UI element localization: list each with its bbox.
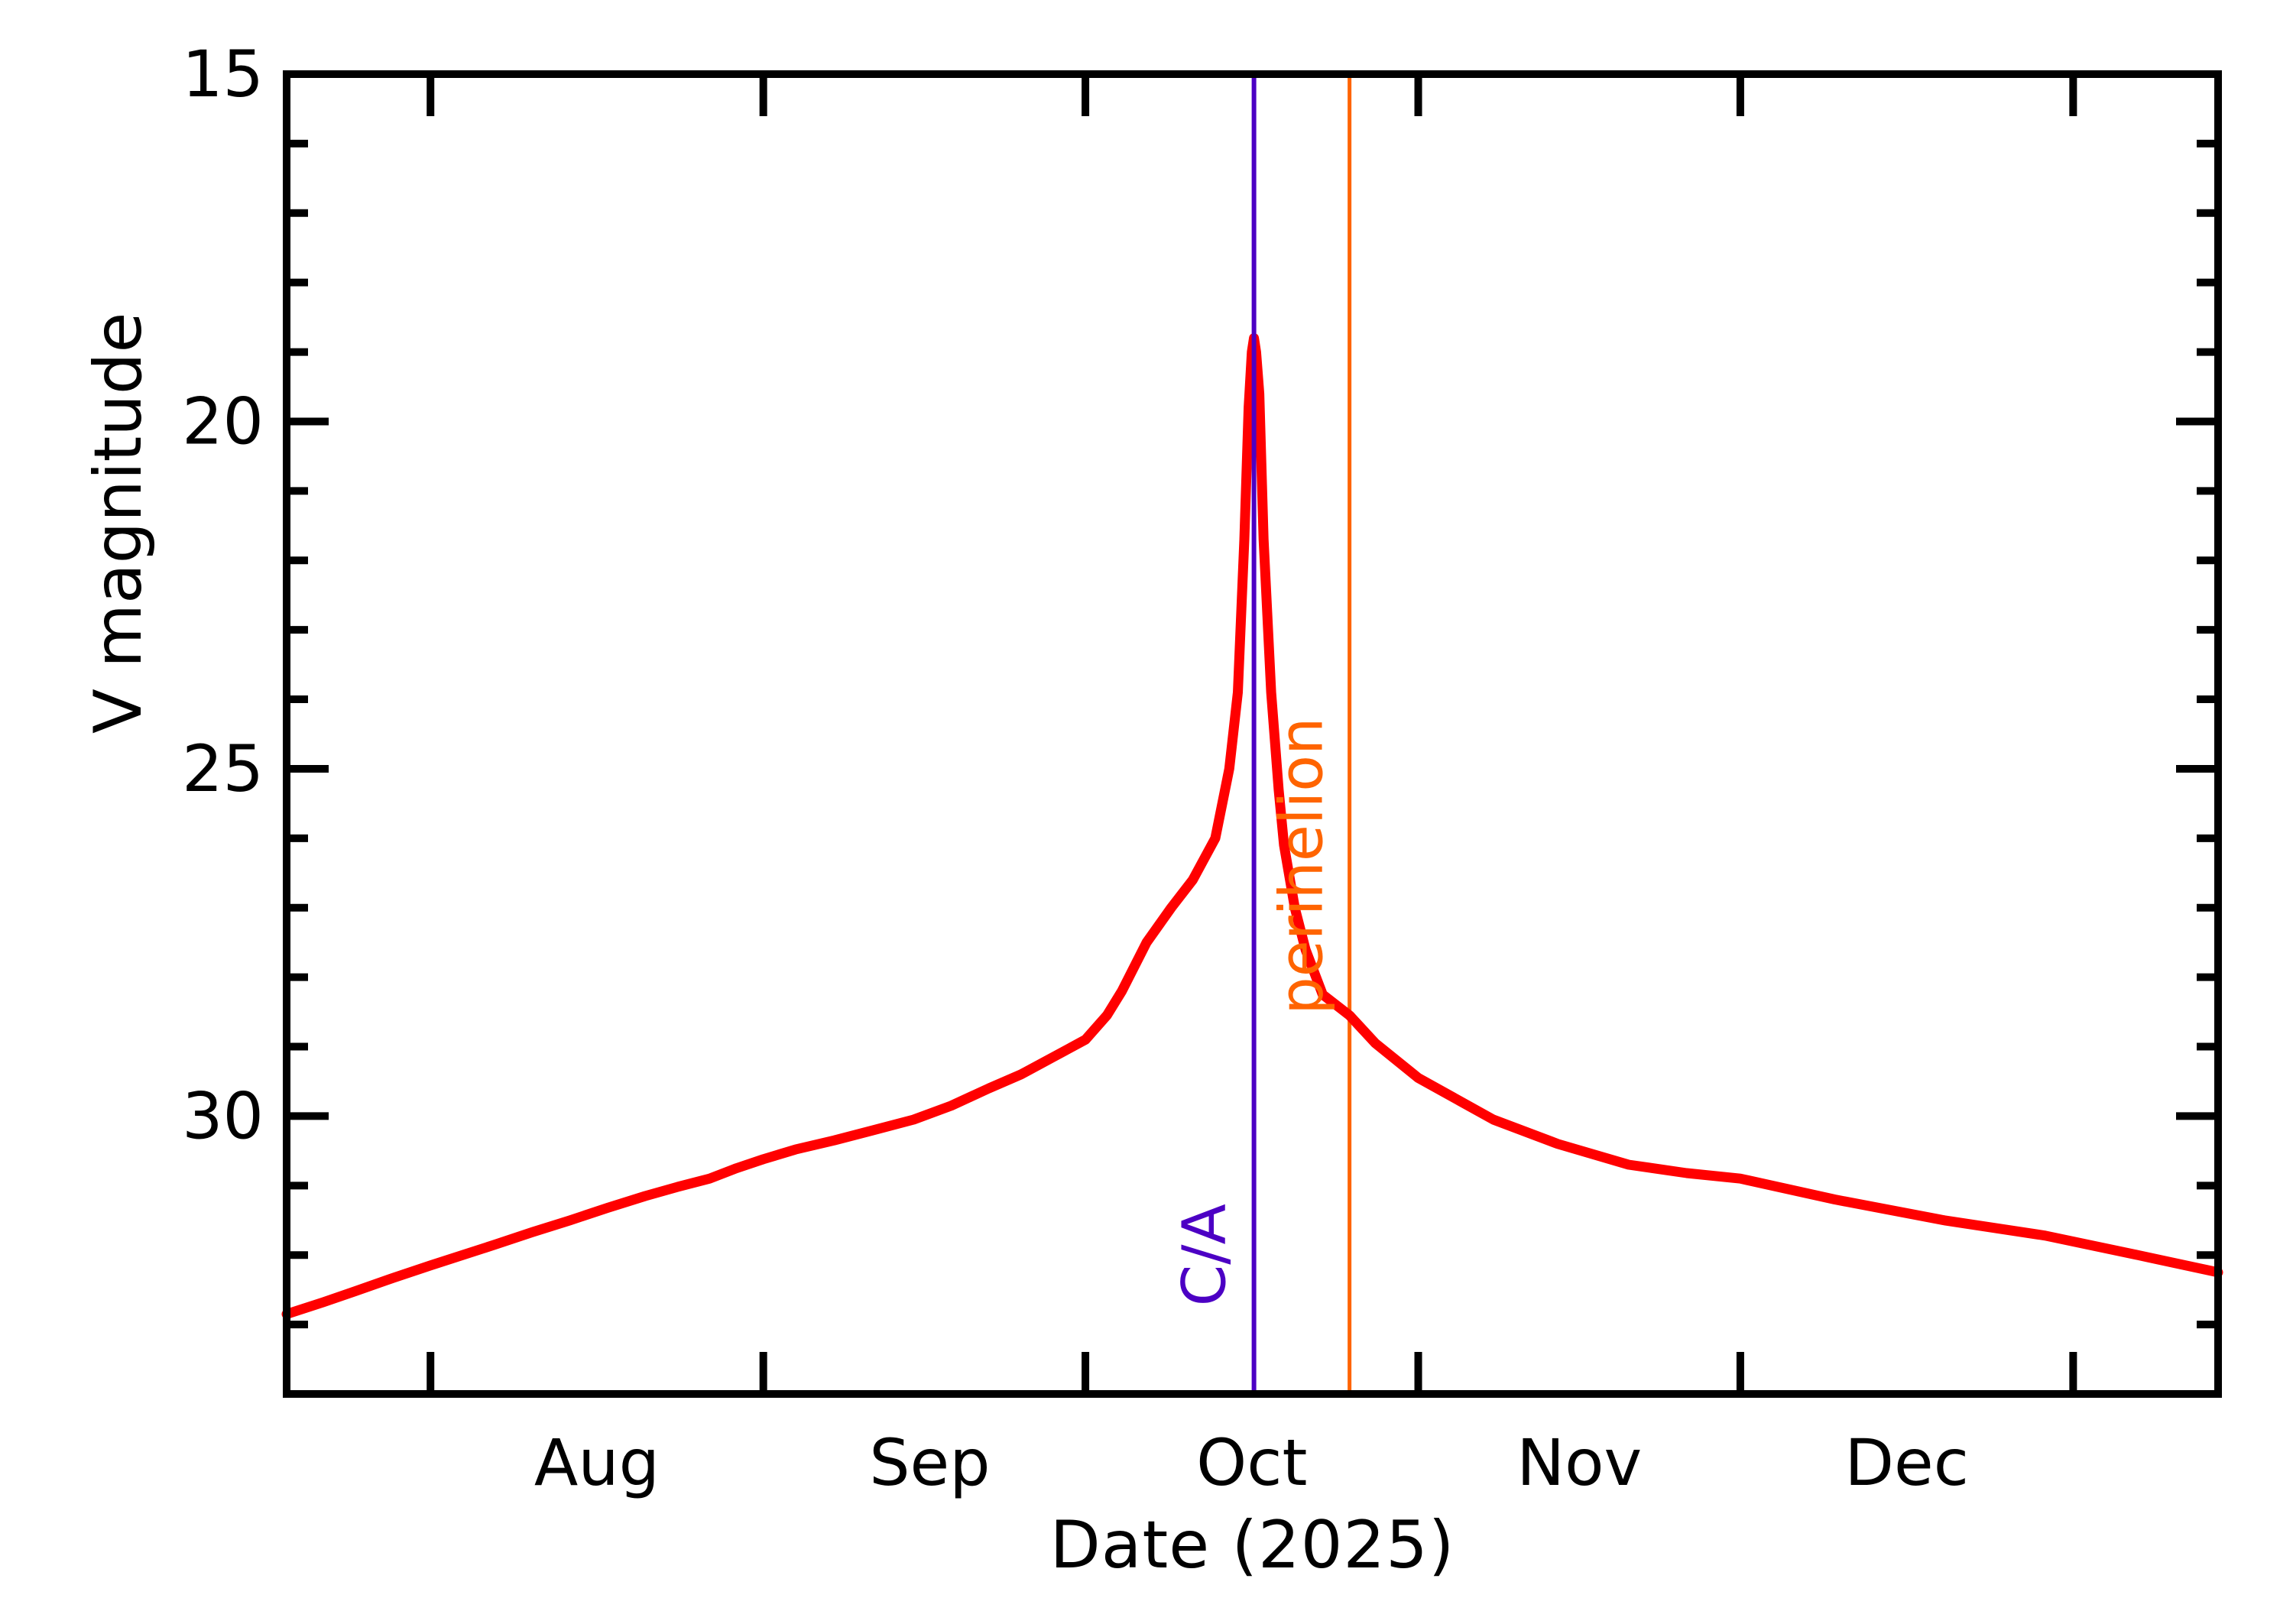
y-tick-label: 15 (182, 37, 264, 112)
x-tick-label-sep: Sep (869, 1425, 990, 1500)
y-tick-label: 20 (182, 384, 264, 459)
perihelion-label: perihelion (1268, 718, 1337, 1015)
x-tick-label-aug: Aug (534, 1425, 660, 1500)
light-curve-line (281, 332, 2223, 1319)
x-tick-label-dec: Dec (1844, 1425, 1969, 1500)
x-tick-label-oct: Oct (1196, 1425, 1307, 1500)
x-tick-label-nov: Nov (1516, 1425, 1642, 1500)
x-axis-title: Date (2025) (1049, 1507, 1455, 1583)
y-tick-label: 30 (182, 1078, 264, 1153)
plot-frame (283, 70, 2222, 1398)
y-tick-label: 25 (182, 731, 264, 806)
close-approach-label: C/A (1171, 1204, 1240, 1306)
